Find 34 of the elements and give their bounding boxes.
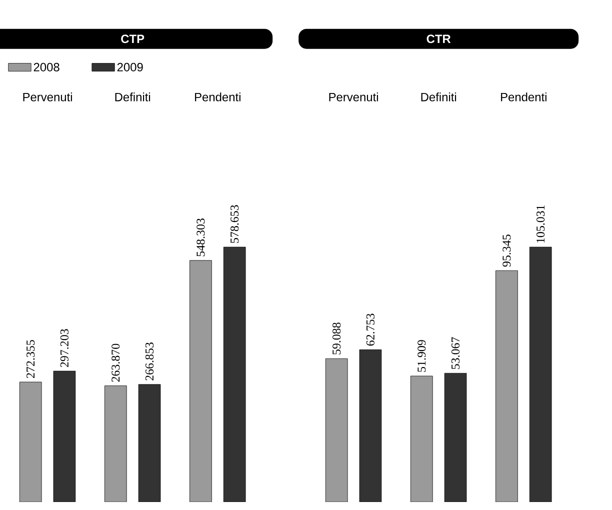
bar (19, 382, 42, 502)
x-tick-label: Pendenti (195, 92, 240, 102)
chart-title: CTP (121, 34, 144, 44)
data-label: 95.345 (502, 234, 511, 267)
data-label: 53.067 (451, 337, 460, 369)
bar (104, 386, 127, 502)
data-label: 105.031 (536, 205, 545, 242)
bar (53, 370, 76, 502)
chart-title: CTR (426, 34, 451, 44)
data-label: 548.303 (196, 218, 205, 256)
data-label: 62.753 (366, 314, 375, 346)
data-label: 297.203 (60, 329, 69, 367)
bar (410, 376, 433, 502)
data-label: 578.653 (230, 205, 239, 243)
bar (190, 260, 212, 502)
x-tick-label: Pervenuti (23, 92, 72, 102)
bar (138, 384, 161, 502)
data-label: 59.088 (332, 322, 341, 354)
data-label: 272.355 (26, 340, 35, 378)
data-label: 266.853 (145, 342, 154, 380)
legend-label: 2008 (34, 62, 60, 72)
x-tick-label: Pervenuti (329, 92, 378, 102)
bar (444, 372, 467, 502)
bar (359, 349, 382, 502)
x-tick-label: Definiti (421, 92, 456, 102)
x-tick-label: Pendenti (501, 92, 546, 102)
bar (223, 246, 246, 502)
bar (496, 270, 518, 502)
bar (325, 358, 348, 502)
legend-label: 2009 (117, 62, 143, 72)
data-label: 263.870 (112, 344, 120, 382)
x-tick-label: Definiti (115, 92, 150, 102)
bar (529, 246, 552, 502)
data-label: 51.909 (418, 340, 426, 372)
